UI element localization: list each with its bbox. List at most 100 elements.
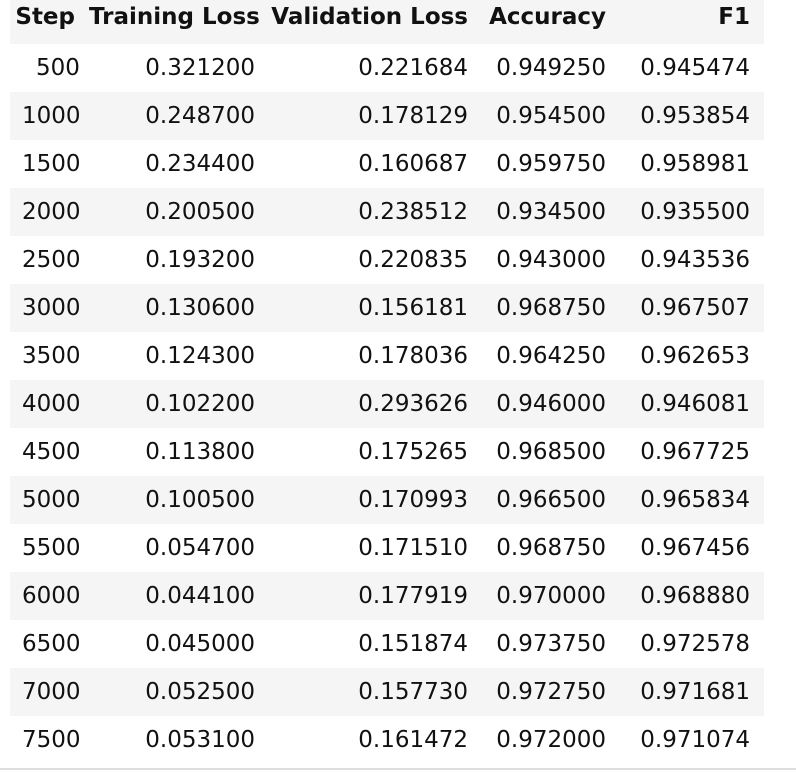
cell-f1: 0.958981 [620,140,764,188]
cell-training-loss: 0.113800 [89,428,269,476]
cell-training-loss: 0.044100 [89,572,269,620]
table-row: 2000 0.200500 0.238512 0.934500 0.935500 [10,188,764,236]
cell-validation-loss: 0.178036 [269,332,482,380]
table-row: 4000 0.102200 0.293626 0.946000 0.946081 [10,380,764,428]
cell-training-loss: 0.045000 [89,620,269,668]
cell-training-loss: 0.234400 [89,140,269,188]
table-row: 5500 0.054700 0.171510 0.968750 0.967456 [10,524,764,572]
cell-step: 4500 [10,428,89,476]
table-row: 6000 0.044100 0.177919 0.970000 0.968880 [10,572,764,620]
cell-validation-loss: 0.157730 [269,668,482,716]
cell-accuracy: 0.966500 [482,476,620,524]
cell-training-loss: 0.200500 [89,188,269,236]
header-accuracy: Accuracy [482,0,620,44]
cell-step: 6500 [10,620,89,668]
cell-training-loss: 0.100500 [89,476,269,524]
cell-validation-loss: 0.293626 [269,380,482,428]
cell-training-loss: 0.054700 [89,524,269,572]
cell-accuracy: 0.949250 [482,44,620,92]
cell-step: 7500 [10,716,89,764]
cell-f1: 0.967456 [620,524,764,572]
cell-f1: 0.968880 [620,572,764,620]
cell-accuracy: 0.968750 [482,524,620,572]
training-metrics-table: Step Training Loss Validation Loss Accur… [10,0,764,764]
cell-validation-loss: 0.171510 [269,524,482,572]
cell-f1: 0.945474 [620,44,764,92]
cell-validation-loss: 0.178129 [269,92,482,140]
table-row: 1000 0.248700 0.178129 0.954500 0.953854 [10,92,764,140]
cell-validation-loss: 0.151874 [269,620,482,668]
cell-accuracy: 0.970000 [482,572,620,620]
cell-step: 2500 [10,236,89,284]
cell-f1: 0.953854 [620,92,764,140]
table-row: 3500 0.124300 0.178036 0.964250 0.962653 [10,332,764,380]
cell-validation-loss: 0.175265 [269,428,482,476]
cell-f1: 0.967507 [620,284,764,332]
table-row: 3000 0.130600 0.156181 0.968750 0.967507 [10,284,764,332]
table-body: 500 0.321200 0.221684 0.949250 0.945474 1000 0… [10,44,764,764]
cell-f1: 0.972578 [620,620,764,668]
cell-accuracy: 0.943000 [482,236,620,284]
table-row: 500 0.321200 0.221684 0.949250 0.945474 [10,44,764,92]
cell-f1: 0.967725 [620,428,764,476]
table-row: 2500 0.193200 0.220835 0.943000 0.943536 [10,236,764,284]
cell-f1: 0.965834 [620,476,764,524]
cell-training-loss: 0.124300 [89,332,269,380]
cell-accuracy: 0.959750 [482,140,620,188]
cell-f1: 0.946081 [620,380,764,428]
cell-accuracy: 0.934500 [482,188,620,236]
cell-accuracy: 0.954500 [482,92,620,140]
cell-f1: 0.962653 [620,332,764,380]
training-metrics-table-container: Step Training Loss Validation Loss Accur… [10,0,764,764]
cell-accuracy: 0.973750 [482,620,620,668]
cell-step: 5000 [10,476,89,524]
table-row: 1500 0.234400 0.160687 0.959750 0.958981 [10,140,764,188]
cell-validation-loss: 0.161472 [269,716,482,764]
cell-validation-loss: 0.156181 [269,284,482,332]
cell-accuracy: 0.972750 [482,668,620,716]
table-header: Step Training Loss Validation Loss Accur… [10,0,764,44]
cell-training-loss: 0.052500 [89,668,269,716]
cell-accuracy: 0.946000 [482,380,620,428]
cell-step: 500 [10,44,89,92]
cell-training-loss: 0.248700 [89,92,269,140]
header-validation-loss: Validation Loss [269,0,482,44]
cell-f1: 0.971681 [620,668,764,716]
cell-training-loss: 0.193200 [89,236,269,284]
cell-training-loss: 0.053100 [89,716,269,764]
cell-step: 1500 [10,140,89,188]
table-row: 4500 0.113800 0.175265 0.968500 0.967725 [10,428,764,476]
table-row: 6500 0.045000 0.151874 0.973750 0.972578 [10,620,764,668]
table-row: 5000 0.100500 0.170993 0.966500 0.965834 [10,476,764,524]
cell-step: 6000 [10,572,89,620]
cell-f1: 0.943536 [620,236,764,284]
cell-step: 4000 [10,380,89,428]
cell-step: 3000 [10,284,89,332]
table-row: 7000 0.052500 0.157730 0.972750 0.971681 [10,668,764,716]
cell-validation-loss: 0.220835 [269,236,482,284]
cell-training-loss: 0.130600 [89,284,269,332]
cell-f1: 0.935500 [620,188,764,236]
cell-step: 2000 [10,188,89,236]
cell-step: 7000 [10,668,89,716]
cell-validation-loss: 0.221684 [269,44,482,92]
cell-accuracy: 0.964250 [482,332,620,380]
cell-step: 3500 [10,332,89,380]
cell-training-loss: 0.102200 [89,380,269,428]
cell-accuracy: 0.972000 [482,716,620,764]
cell-step: 5500 [10,524,89,572]
cell-f1: 0.971074 [620,716,764,764]
bottom-divider [0,768,796,770]
table-row: 7500 0.053100 0.161472 0.972000 0.971074 [10,716,764,764]
cell-accuracy: 0.968500 [482,428,620,476]
cell-validation-loss: 0.177919 [269,572,482,620]
cell-accuracy: 0.968750 [482,284,620,332]
cell-validation-loss: 0.160687 [269,140,482,188]
cell-training-loss: 0.321200 [89,44,269,92]
cell-validation-loss: 0.170993 [269,476,482,524]
cell-validation-loss: 0.238512 [269,188,482,236]
header-training-loss: Training Loss [89,0,269,44]
header-row: Step Training Loss Validation Loss Accur… [10,0,764,44]
header-step: Step [10,0,89,44]
cell-step: 1000 [10,92,89,140]
